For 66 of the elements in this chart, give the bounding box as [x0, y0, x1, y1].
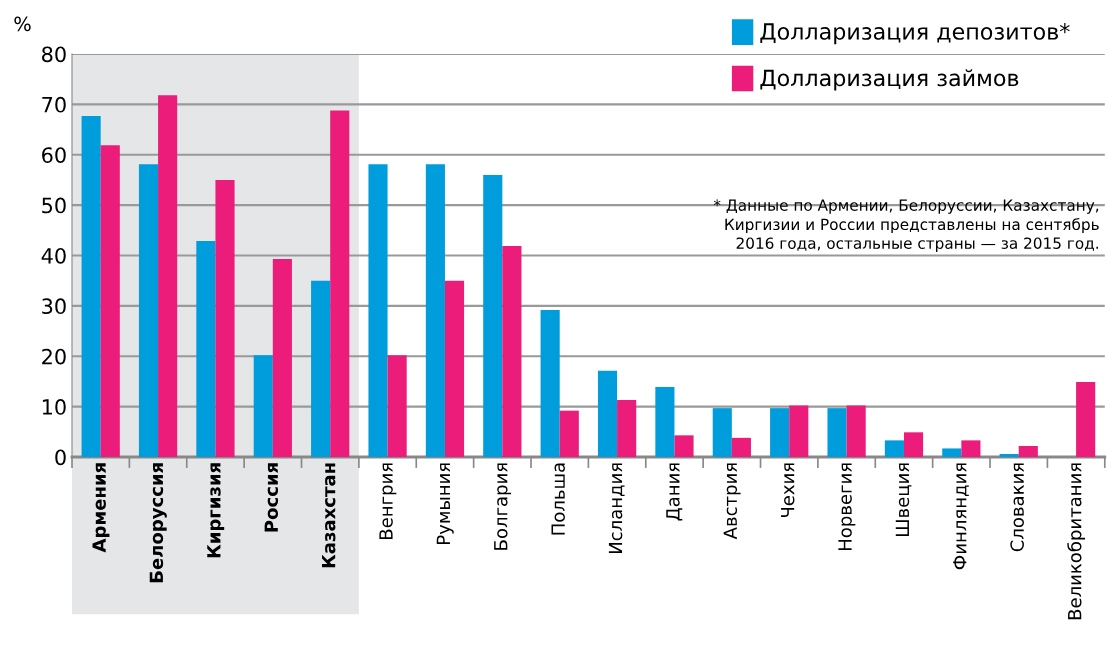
x-tick-label: Казахстан: [322, 463, 336, 568]
x-tick-label: Швеция: [895, 463, 912, 537]
bar: [483, 174, 503, 457]
x-tick-label: Финляндия: [953, 463, 969, 570]
bar: [368, 164, 388, 457]
x-tick-label: Венгрия: [379, 463, 397, 539]
bar: [999, 453, 1019, 457]
bar: [903, 432, 924, 457]
bar: [674, 435, 694, 457]
annotation: * Данные по Армении, Белоруссии, Казахстану, Киргизии и России представлены на сентябрь 2016 года, остальные страны — за 2015 год.: [713, 199, 1099, 252]
x-tick-label: Россия: [264, 463, 279, 532]
bar: [770, 408, 790, 457]
bar: [100, 145, 120, 457]
y-tick-label: 20: [42, 348, 66, 365]
bar: [81, 115, 101, 457]
y-tick-label: 50: [42, 197, 66, 214]
bar: [311, 280, 331, 457]
y-tick-label: 40: [41, 247, 66, 264]
x-tick-label: Армения: [92, 463, 110, 553]
bar: [1076, 381, 1096, 457]
y-tick-label: 70: [42, 96, 66, 113]
x-tick-label: Великобритания: [1067, 463, 1085, 620]
bar: [827, 408, 847, 457]
y-tick-label: 10: [42, 399, 66, 415]
y-axis-title: %: [14, 16, 31, 32]
x-tick-label: Норвегия: [838, 463, 856, 551]
bar: [617, 400, 637, 457]
y-tick-label: 80: [42, 46, 66, 63]
legend-label: Долларизация займов: [760, 69, 1019, 91]
x-tick-label: Дания: [666, 463, 683, 521]
bar: [712, 408, 732, 457]
x-tick-label: Чехия: [781, 463, 795, 518]
x-tick-label: Белоруссия: [149, 463, 167, 583]
x-tick-label: Болгария: [494, 463, 512, 550]
bar: [789, 405, 809, 457]
x-tick-label: Словакия: [1010, 463, 1024, 552]
x-tick-label: Австрия: [723, 463, 741, 540]
bar: [884, 440, 904, 457]
y-tick-label: 0: [55, 449, 66, 466]
bar: [942, 448, 962, 457]
bar: [597, 370, 618, 457]
bar: [272, 259, 292, 457]
bar: [655, 386, 675, 457]
bar: [158, 95, 178, 457]
x-tick-label: Румыния: [436, 463, 454, 544]
bar: [138, 164, 159, 457]
bar: [559, 410, 579, 457]
bar: [215, 179, 235, 457]
x-tick-label: Польша: [551, 463, 565, 535]
x-tick-label: Киргизия: [207, 463, 225, 558]
x-tick-label: Исландия: [608, 463, 625, 554]
bar: [502, 245, 522, 457]
bar: [425, 164, 445, 457]
bar: [330, 110, 350, 457]
bar: [196, 240, 216, 457]
y-tick-label: 30: [42, 298, 66, 315]
y-tick-label: 60: [42, 147, 66, 163]
bar: [731, 437, 751, 457]
bar: [540, 309, 560, 457]
bar: [846, 405, 866, 457]
bar: [1018, 445, 1038, 457]
legend-label: Долларизация депозитов*: [760, 23, 1070, 45]
bar: [961, 440, 981, 457]
bar: [444, 280, 465, 457]
bar: [253, 355, 273, 457]
bar: [387, 355, 407, 457]
